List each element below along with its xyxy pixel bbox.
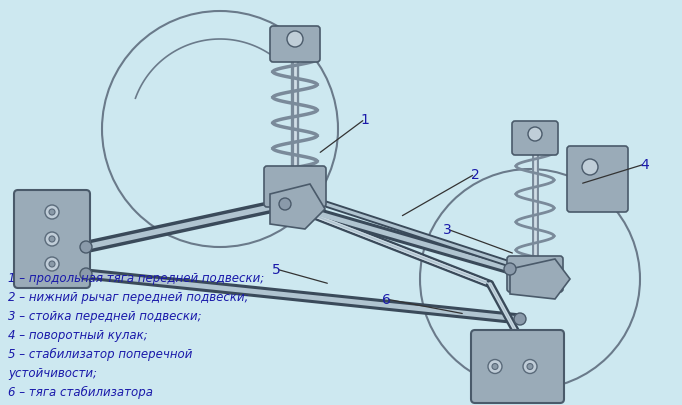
FancyBboxPatch shape	[270, 27, 320, 63]
Text: 1 – продольная тяга передней подвески;: 1 – продольная тяга передней подвески;	[8, 271, 264, 284]
Circle shape	[492, 364, 498, 370]
Polygon shape	[270, 185, 325, 230]
Text: 3 – стойка передней подвески;: 3 – стойка передней подвески;	[8, 309, 202, 322]
Text: 5: 5	[271, 262, 280, 276]
Circle shape	[49, 261, 55, 267]
Text: 4 – поворотный кулак;: 4 – поворотный кулак;	[8, 328, 148, 341]
Circle shape	[45, 205, 59, 220]
Text: 6 – тяга стабилизатора: 6 – тяга стабилизатора	[8, 385, 153, 398]
Text: 2 – нижний рычаг передней подвески;: 2 – нижний рычаг передней подвески;	[8, 290, 249, 303]
Text: 4: 4	[640, 158, 649, 172]
Circle shape	[45, 232, 59, 246]
Circle shape	[279, 198, 291, 211]
FancyBboxPatch shape	[512, 122, 558, 156]
Circle shape	[582, 160, 598, 175]
Circle shape	[287, 32, 303, 48]
Circle shape	[80, 269, 92, 280]
Circle shape	[528, 128, 542, 142]
Circle shape	[527, 364, 533, 370]
Text: устойчивости;: устойчивости;	[8, 366, 97, 379]
Text: 1: 1	[361, 113, 370, 127]
Text: 5 – стабилизатор поперечной: 5 – стабилизатор поперечной	[8, 347, 192, 360]
Circle shape	[488, 360, 502, 373]
FancyBboxPatch shape	[264, 166, 326, 207]
Circle shape	[45, 257, 59, 271]
Text: 3: 3	[443, 222, 451, 237]
Circle shape	[49, 209, 55, 215]
Circle shape	[80, 241, 92, 254]
FancyBboxPatch shape	[14, 190, 90, 288]
Text: 6: 6	[381, 292, 390, 306]
Circle shape	[49, 237, 55, 243]
Text: 2: 2	[471, 168, 479, 181]
FancyBboxPatch shape	[507, 256, 563, 292]
Circle shape	[504, 263, 516, 275]
FancyBboxPatch shape	[471, 330, 564, 403]
Polygon shape	[510, 259, 570, 299]
FancyBboxPatch shape	[567, 147, 628, 213]
Circle shape	[523, 360, 537, 373]
Circle shape	[514, 313, 526, 325]
